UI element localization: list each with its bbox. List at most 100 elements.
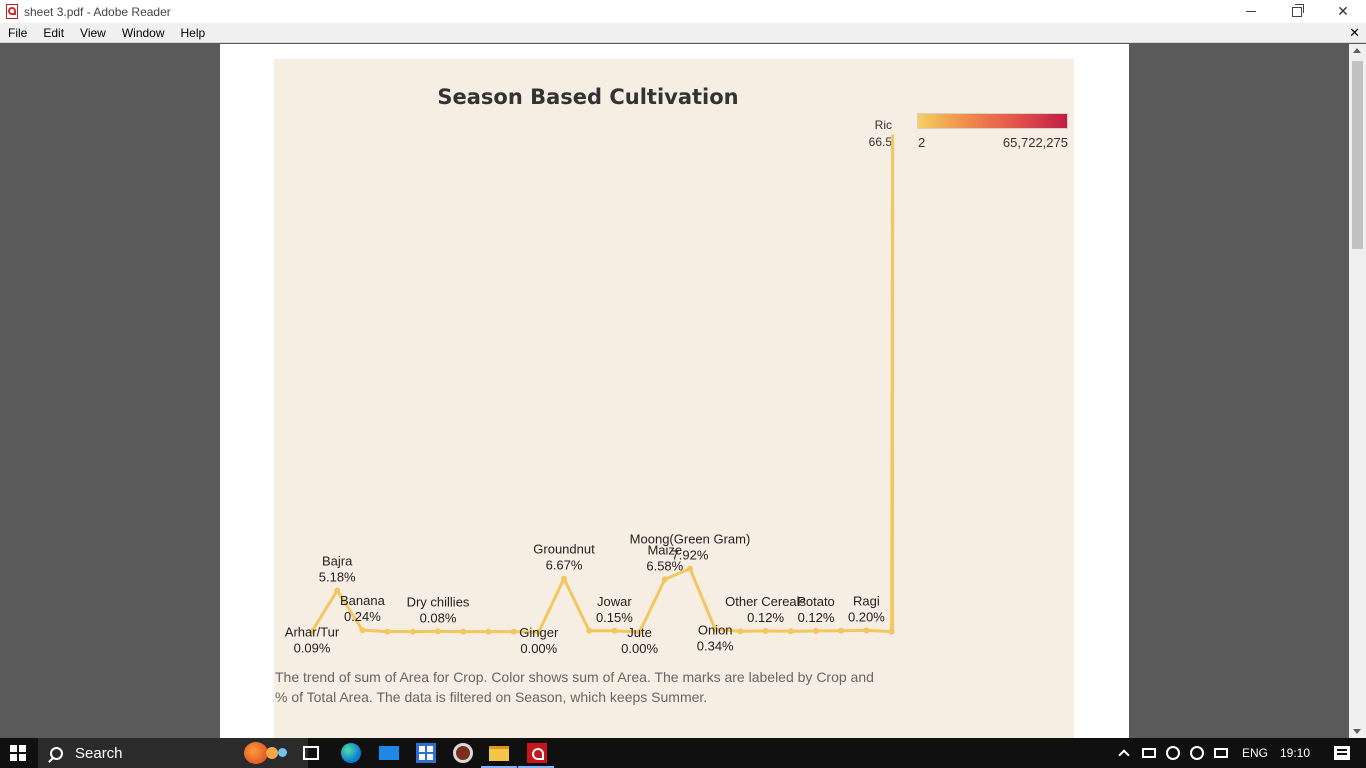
clock[interactable]: 19:10 (1279, 746, 1310, 760)
data-point[interactable] (460, 628, 467, 635)
minimize-button[interactable] (1228, 0, 1274, 23)
data-label-name: Potato (797, 594, 835, 609)
data-label-value: 0.20% (848, 609, 885, 624)
taskbar-search[interactable]: Search (38, 738, 308, 768)
data-point[interactable] (687, 565, 693, 572)
data-point[interactable] (334, 587, 341, 594)
legend-min-label: 2 (918, 135, 926, 150)
data-point[interactable] (586, 627, 593, 634)
data-point[interactable] (409, 628, 416, 635)
legend-max-label: 65,722,275 (1002, 135, 1068, 150)
chevron-up-icon[interactable] (1118, 749, 1130, 761)
data-point[interactable] (737, 628, 744, 635)
data-point[interactable] (485, 628, 492, 635)
restore-icon (1292, 3, 1304, 17)
data-point[interactable] (561, 575, 567, 582)
scroll-up-icon[interactable] (1353, 48, 1361, 53)
menu-window[interactable]: Window (121, 25, 165, 40)
menu-file[interactable]: File (8, 25, 28, 40)
data-point[interactable] (813, 628, 819, 635)
acrobat-taskbar-icon[interactable] (527, 743, 547, 763)
data-label-value: 0.08% (420, 610, 457, 625)
data-label-value: 0.34% (697, 638, 734, 653)
vertical-scrollbar[interactable] (1349, 44, 1366, 738)
notification-icon[interactable] (1334, 746, 1350, 760)
media-player-icon[interactable] (453, 743, 473, 763)
cloud-icon[interactable] (1165, 746, 1180, 760)
battery-icon[interactable] (1141, 748, 1156, 758)
scroll-thumb[interactable] (1352, 61, 1363, 249)
menu-bar: File Edit View Window Help ✕ (0, 23, 1366, 43)
data-point[interactable] (888, 628, 895, 635)
data-point[interactable] (661, 576, 668, 583)
data-point[interactable] (787, 628, 794, 635)
search-highlight-dot-small (278, 748, 287, 757)
language-indicator[interactable]: ENG (1241, 746, 1268, 760)
data-label-value: 6.58% (646, 558, 683, 573)
chart-panel: Season Based Cultivation Ric 66.5 2 65,7… (274, 59, 1074, 738)
data-label-name: Dry chillies (407, 594, 470, 609)
data-point[interactable] (838, 627, 845, 634)
data-point[interactable] (611, 627, 618, 634)
data-label-value: 7.92% (672, 548, 709, 563)
window-title: sheet 3.pdf - Adobe Reader (24, 4, 171, 19)
data-point[interactable] (762, 628, 769, 635)
acrobat-running-indicator (518, 766, 554, 768)
edge-icon[interactable] (341, 743, 361, 763)
file-explorer-running-indicator (481, 766, 517, 768)
legend-value: 66.5 (868, 135, 892, 149)
data-label-name: Moong(Green Gram) (630, 532, 751, 547)
data-point[interactable] (535, 629, 542, 635)
pdf-page: Season Based Cultivation Ric 66.5 2 65,7… (220, 44, 1129, 738)
store-icon[interactable] (416, 743, 436, 763)
data-point[interactable] (510, 628, 517, 635)
search-icon (50, 746, 63, 760)
data-point[interactable] (435, 628, 441, 635)
data-point[interactable] (863, 627, 870, 634)
search-highlight-icon (244, 742, 268, 764)
data-label-value: 0.12% (747, 610, 784, 625)
caption-line-2: % of Total Area. The data is filtered on… (275, 689, 708, 705)
menu-edit[interactable]: Edit (43, 25, 65, 40)
data-label-name: Maize (647, 542, 682, 557)
file-explorer-icon[interactable] (489, 746, 509, 761)
data-label-name: Ginger (519, 625, 559, 640)
data-point[interactable] (712, 626, 719, 633)
data-label-value: 0.24% (344, 609, 381, 624)
data-label-name: Onion (698, 622, 733, 637)
windows-start-icon[interactable] (10, 745, 26, 761)
menu-view[interactable]: View (80, 25, 106, 40)
scroll-down-icon[interactable] (1353, 729, 1361, 734)
data-label-name: Jowar (597, 594, 632, 609)
data-label-value: 5.18% (319, 570, 356, 585)
data-label-value: 6.67% (546, 558, 583, 573)
acrobat-icon (4, 3, 20, 20)
wifi-icon[interactable] (1189, 746, 1204, 760)
restore-button[interactable] (1274, 0, 1320, 23)
taskbar: Search ENG 19:10 (0, 738, 1366, 768)
mail-icon[interactable] (379, 746, 399, 760)
document-viewport[interactable]: Season Based Cultivation Ric 66.5 2 65,7… (0, 44, 1349, 738)
caption-line-1: The trend of sum of Area for Crop. Color… (275, 669, 874, 685)
title-bar: sheet 3.pdf - Adobe Reader ✕ (0, 0, 1366, 23)
data-label-value: 0.00% (520, 641, 557, 656)
data-point[interactable] (636, 629, 643, 635)
menu-help[interactable]: Help (180, 25, 206, 40)
volume-icon[interactable] (1213, 748, 1228, 758)
data-label-name: Bajra (322, 554, 353, 569)
data-point[interactable] (384, 628, 391, 635)
document-close-button[interactable]: ✕ (1349, 25, 1360, 40)
data-label-name: Banana (340, 593, 386, 608)
close-icon: ✕ (1337, 3, 1349, 19)
data-point[interactable] (309, 628, 315, 635)
search-highlight-dot (266, 747, 278, 759)
data-label-name: Ragi (853, 593, 880, 608)
series-line (310, 134, 895, 634)
data-label-name: Arhar/Tur (285, 624, 340, 639)
chart-title: Season Based Cultivation (437, 85, 739, 109)
close-button[interactable]: ✕ (1320, 0, 1366, 23)
system-tray: ENG 19:10 (1118, 738, 1366, 768)
task-view-icon[interactable] (303, 746, 319, 760)
minimize-icon (1246, 11, 1256, 12)
data-point[interactable] (359, 627, 366, 634)
